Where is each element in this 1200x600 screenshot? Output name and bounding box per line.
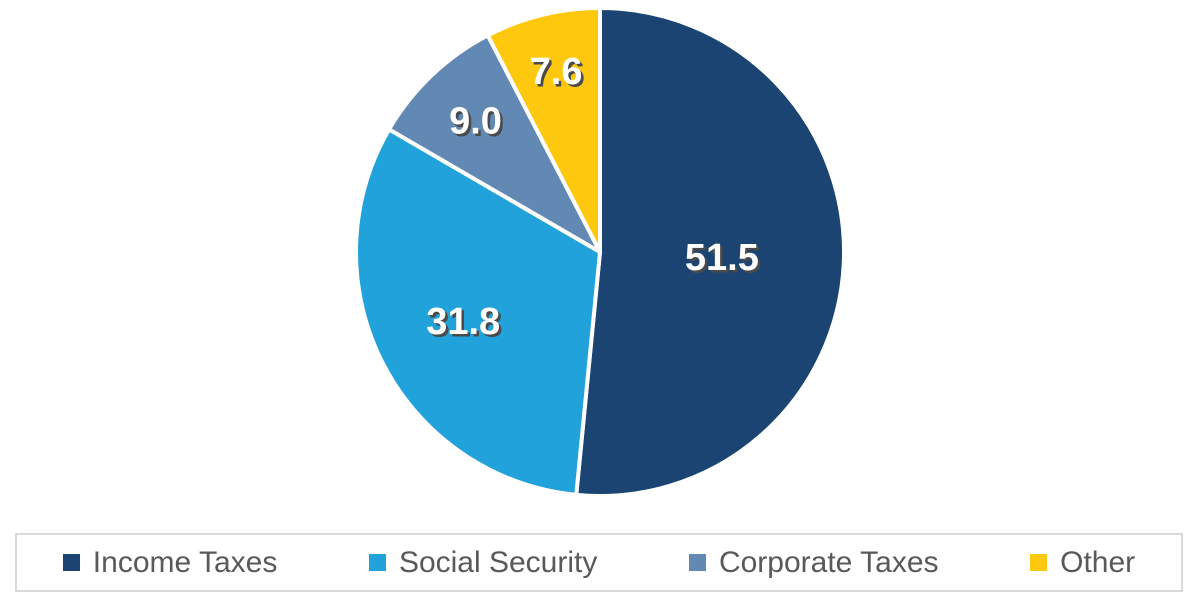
legend-item-social-security[interactable]: Social Security: [368, 545, 598, 579]
legend-item-other[interactable]: Other: [1030, 545, 1136, 579]
legend-label-income-taxes: Income Taxes: [92, 545, 278, 579]
legend-item-corporate-taxes[interactable]: Corporate Taxes: [688, 545, 939, 579]
legend-swatch-income-taxes: [62, 554, 80, 571]
pie-slice-income-taxes[interactable]: [574, 6, 846, 498]
pie-chart-area: 51.5 51.5 31.8 31.8 9.0 9.0 7.6 7.6: [353, 6, 846, 498]
legend-swatch-corporate-taxes: [688, 554, 706, 571]
pie-chart: 51.551.531.831.89.09.07.67.6: [353, 6, 846, 498]
legend-label-corporate-taxes: Corporate Taxes: [718, 545, 939, 579]
legend-swatch-other: [1030, 554, 1048, 571]
legend-item-income-taxes[interactable]: Income Taxes: [62, 545, 278, 579]
legend-label-social-security: Social Security: [398, 545, 598, 579]
chart-legend: Income Taxes Social Security Corporate Tax…: [15, 533, 1183, 592]
legend-swatch-social-security: [368, 554, 386, 571]
pie-slice-corporate-taxes[interactable]: [387, 33, 602, 254]
pie-slice-other[interactable]: [485, 6, 602, 254]
pie-slice-social-security[interactable]: [353, 127, 602, 497]
legend-label-other: Other: [1060, 545, 1136, 579]
